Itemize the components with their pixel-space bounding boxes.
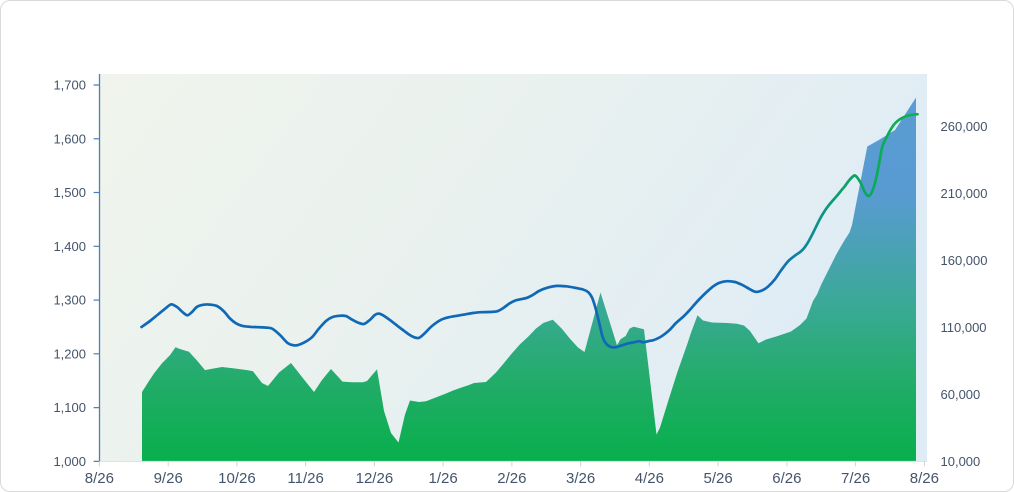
svg-text:11/26: 11/26 — [287, 470, 323, 487]
svg-text:3/26: 3/26 — [566, 470, 595, 487]
svg-text:1,200: 1,200 — [53, 346, 86, 361]
svg-text:6/26: 6/26 — [772, 470, 801, 487]
svg-text:60,000: 60,000 — [941, 387, 981, 402]
svg-text:1,400: 1,400 — [53, 239, 86, 254]
svg-text:1,100: 1,100 — [53, 400, 86, 415]
svg-text:210,000: 210,000 — [941, 186, 988, 201]
svg-text:1,500: 1,500 — [53, 185, 86, 200]
svg-text:1,300: 1,300 — [53, 293, 86, 308]
svg-text:1,700: 1,700 — [53, 78, 86, 93]
svg-text:110,000: 110,000 — [941, 320, 987, 335]
svg-text:10,000: 10,000 — [941, 454, 981, 469]
svg-text:260,000: 260,000 — [941, 119, 988, 134]
svg-text:9/26: 9/26 — [154, 470, 183, 487]
svg-text:160,000: 160,000 — [941, 253, 988, 268]
svg-text:1,600: 1,600 — [53, 131, 86, 146]
svg-text:1/26: 1/26 — [428, 470, 457, 487]
svg-text:4/26: 4/26 — [635, 470, 664, 487]
svg-text:10/26: 10/26 — [218, 470, 256, 487]
svg-text:7/26: 7/26 — [841, 470, 870, 487]
svg-text:12/26: 12/26 — [356, 470, 394, 487]
svg-text:8/26: 8/26 — [85, 470, 114, 487]
svg-text:8/26: 8/26 — [910, 470, 939, 487]
svg-text:1,000: 1,000 — [53, 454, 86, 469]
svg-text:5/26: 5/26 — [703, 470, 732, 487]
svg-text:2/26: 2/26 — [497, 470, 526, 487]
